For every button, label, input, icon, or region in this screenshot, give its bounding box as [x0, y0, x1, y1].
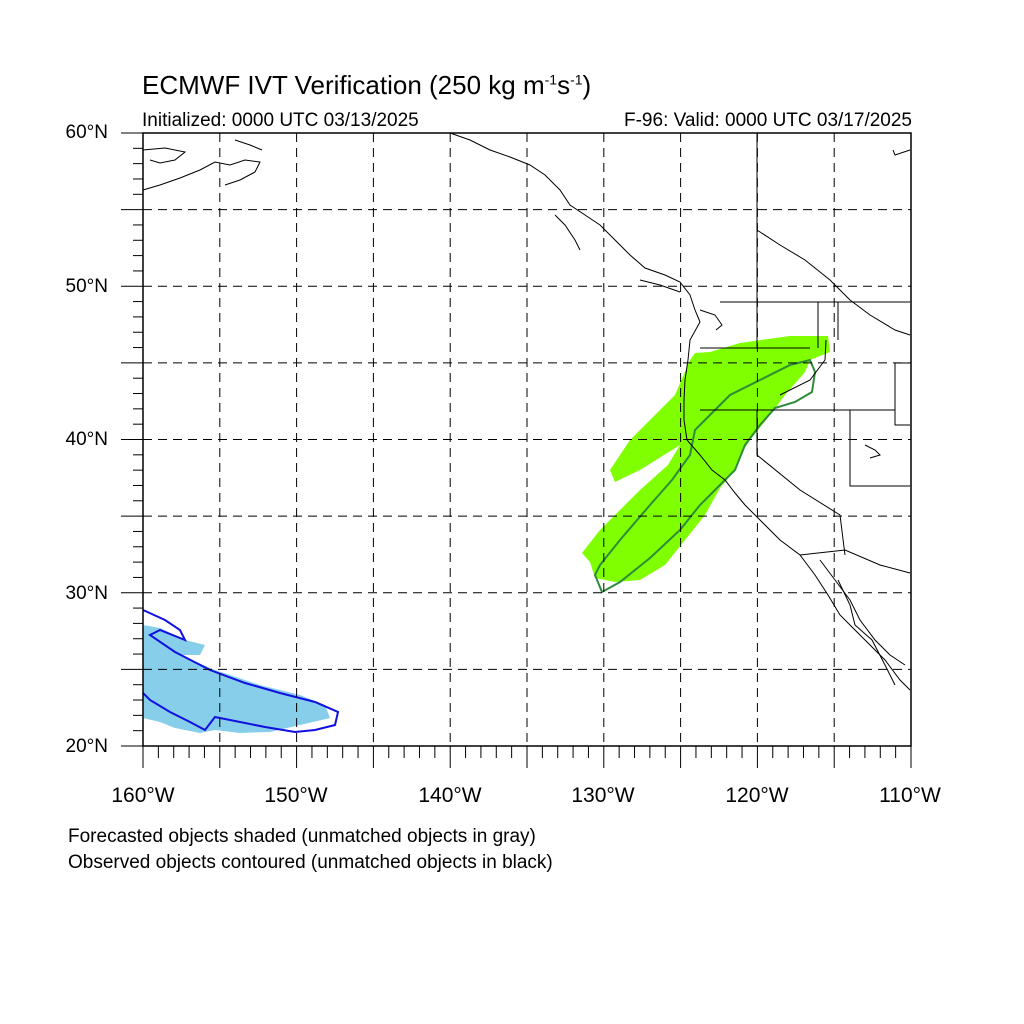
lon-label-120w: 120°W	[725, 784, 789, 807]
lon-label-160w: 160°W	[111, 784, 175, 807]
valid-time-label: F-96: Valid: 0000 UTC 03/17/2025	[624, 110, 912, 131]
lon-label-130w: 130°W	[571, 784, 635, 807]
observed-object-west-coast	[593, 358, 817, 594]
coastlines	[142, 132, 911, 691]
title-end: )	[582, 70, 592, 100]
init-time-label: Initialized: 0000 UTC 03/13/2025	[142, 110, 419, 131]
lat-label-20n: 20°N	[65, 736, 108, 757]
observed-legend-note: Observed objects contoured (unmatched ob…	[68, 852, 553, 873]
map-panel	[121, 132, 912, 768]
lat-label-30n: 30°N	[65, 583, 108, 604]
forecast-object-west-coast	[582, 336, 830, 582]
lat-label-40n: 40°N	[65, 429, 108, 450]
lat-label-60n: 60°N	[65, 122, 108, 143]
title-exp-1: -1	[544, 71, 558, 88]
lon-label-140w: 140°W	[418, 784, 482, 807]
title-text: ECMWF IVT Verification (250 kg m	[142, 70, 545, 100]
lon-label-110w: 110°W	[879, 784, 941, 807]
tick-marks	[121, 132, 912, 768]
observed-object-central-pacific	[142, 609, 340, 734]
title-exp-2: -1	[570, 71, 583, 88]
title-mid: s	[557, 70, 571, 100]
graticule	[143, 133, 911, 746]
forecast-legend-note: Forecasted objects shaded (unmatched obj…	[68, 826, 536, 847]
lat-label-50n: 50°N	[65, 276, 108, 297]
lon-label-150w: 150°W	[264, 784, 328, 807]
chart-title: ECMWF IVT Verification (250 kg m-1s-1)	[142, 70, 591, 101]
